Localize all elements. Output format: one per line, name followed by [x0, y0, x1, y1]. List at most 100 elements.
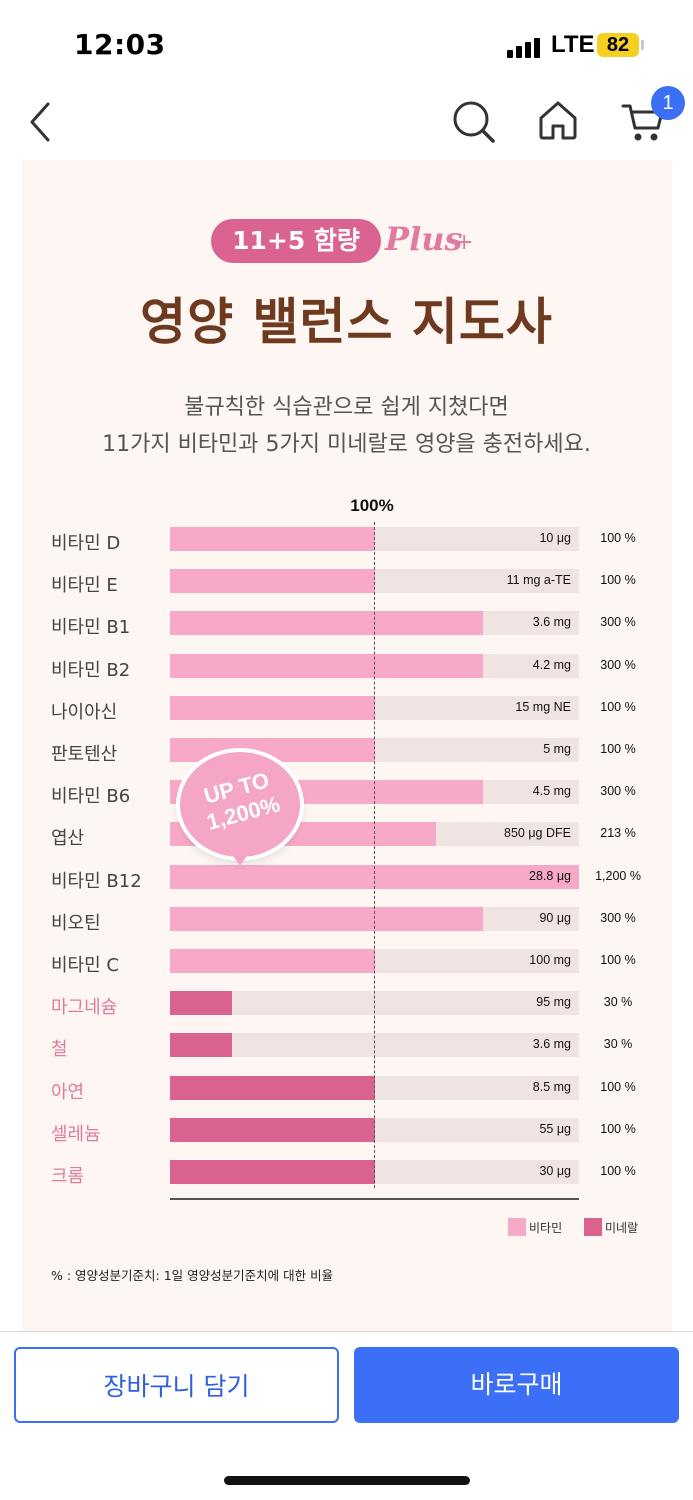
reference-100-line — [374, 522, 375, 1188]
chart-row: 판토텐산 5 mg 100 % — [0, 731, 693, 773]
legend-vitamin-label: 비타민 — [529, 1221, 563, 1235]
search-icon[interactable] — [450, 98, 496, 144]
chart-row: 비타민 C 100 mg 100 % — [0, 942, 693, 984]
bar-fill — [170, 906, 483, 931]
home-indicator — [224, 1476, 470, 1485]
network-type: LTE — [551, 31, 595, 58]
subtitle-line-2: 11가지 비타민과 5가지 미네랄로 영양을 충전하세요. — [102, 432, 591, 457]
back-icon[interactable] — [26, 100, 56, 144]
nutrient-name: 철 — [51, 1039, 68, 1061]
legend-vitamin-swatch — [508, 1218, 526, 1236]
content-pill: 11+5 함량 — [211, 219, 381, 263]
nutrient-amount: 3.6 mg — [532, 1037, 571, 1052]
subtitle-line-1: 불규칙한 식습관으로 쉽게 지쳤다면 — [184, 395, 509, 420]
bottom-divider — [0, 1331, 693, 1332]
nutrient-name: 비타민 B2 — [51, 659, 131, 681]
nutrient-name: 비타민 E — [51, 575, 118, 597]
bar-fill — [170, 949, 375, 973]
top-nav-bar — [0, 90, 693, 160]
chart-row: 비타민 B6 4.5 mg 300 % — [0, 773, 693, 815]
bar-fill — [170, 653, 483, 678]
nutrient-percent: 100 % — [600, 573, 636, 588]
status-time: 12:03 — [74, 28, 166, 61]
chart-row: 아연 8.5 mg 100 % — [0, 1069, 693, 1111]
bar-fill — [170, 695, 375, 720]
nutrient-name: 비타민 B12 — [51, 870, 142, 892]
bar-fill — [170, 569, 375, 594]
chart-row: 나이아신 15 mg NE 100 % — [0, 689, 693, 731]
chart-baseline — [170, 1198, 579, 1200]
bar-fill — [170, 1075, 375, 1100]
nutrient-percent: 100 % — [600, 953, 636, 967]
nutrient-name: 셀레늄 — [51, 1123, 101, 1145]
bar-fill — [170, 527, 375, 551]
chart-row: 철 3.6 mg 30 % — [0, 1026, 693, 1068]
bar-fill — [170, 991, 232, 1016]
nutrient-percent: 300 % — [600, 615, 636, 630]
chart-row: 비타민 B2 4.2 mg 300 % — [0, 647, 693, 689]
battery-icon: 82 — [597, 33, 639, 57]
nutrient-amount: 8.5 mg — [532, 1079, 571, 1094]
status-bar: 12:03 LTE 82 — [0, 0, 693, 90]
home-icon[interactable] — [536, 98, 580, 142]
chart-row: 비타민 B1 3.6 mg 300 % — [0, 604, 693, 646]
nutrient-amount: 28.8 μg — [529, 868, 571, 883]
bar-fill — [170, 1033, 232, 1058]
footnote: % : 영양성분기준치: 1일 영양성분기준치에 대한 비율 — [51, 1268, 334, 1283]
nutrient-percent: 30 % — [603, 995, 633, 1010]
nutrient-name: 판토텐산 — [51, 744, 118, 765]
nutrient-amount: 30 μg — [539, 1164, 571, 1178]
nutrient-amount: 100 mg — [529, 953, 571, 967]
battery-cap — [641, 40, 644, 50]
nutrient-name: 나이아신 — [51, 701, 118, 723]
nutrient-amount: 10 μg — [539, 531, 571, 545]
nutrient-amount: 850 μg DFE — [504, 826, 571, 841]
nutrient-percent: 300 % — [600, 657, 636, 672]
nutrient-percent: 213 % — [600, 826, 636, 841]
nutrient-name: 비오틴 — [51, 912, 101, 934]
nutrient-name: 비타민 B1 — [51, 617, 131, 639]
chart-row: 마그네슘 95 mg 30 % — [0, 984, 693, 1026]
add-to-cart-button[interactable]: 장바구니 담기 — [14, 1347, 339, 1423]
nutrient-percent: 100 % — [600, 531, 636, 545]
plus-script: Plus — [385, 220, 463, 258]
nutrient-amount: 4.5 mg — [532, 784, 571, 799]
callout-bubble — [180, 752, 300, 857]
nutrient-amount: 90 μg — [539, 910, 571, 925]
nutrient-amount: 55 μg — [539, 1121, 571, 1136]
bar-fill — [170, 1160, 375, 1184]
chart-row: 셀레늄 55 μg 100 % — [0, 1111, 693, 1153]
reference-100-label: 100% — [350, 496, 394, 515]
nutrient-name: 비타민 D — [51, 533, 121, 554]
nutrient-percent: 1,200 % — [595, 868, 641, 883]
nutrient-percent: 100 % — [600, 1121, 636, 1136]
legend-mineral-swatch — [584, 1218, 602, 1236]
chart-row: 비타민 E 11 mg a-TE 100 % — [0, 562, 693, 604]
nutrient-name: 아연 — [51, 1081, 85, 1103]
nutrient-name: 엽산 — [51, 828, 85, 850]
product-headline: 영양 밸런스 지도사 — [140, 293, 553, 351]
nutrient-amount: 11 mg a-TE — [506, 573, 571, 588]
cart-count-badge: 1 — [651, 86, 685, 120]
nutrient-amount: 95 mg — [536, 995, 571, 1010]
nutrient-name: 비타민 B6 — [51, 786, 131, 808]
nutrient-amount: 3.6 mg — [532, 615, 571, 630]
nutrient-percent: 100 % — [600, 699, 636, 714]
nutrient-percent: 100 % — [600, 1164, 636, 1178]
chart-row: 엽산 850 μg DFE 213 % — [0, 815, 693, 857]
nutrient-percent: 100 % — [600, 1079, 636, 1094]
buy-now-button[interactable]: 바로구매 — [354, 1347, 679, 1423]
nutrient-percent: 300 % — [600, 910, 636, 925]
bar-fill — [170, 1117, 375, 1142]
callout-tail — [229, 850, 251, 866]
chart-row: 크롬 30 μg 100 % — [0, 1153, 693, 1195]
chart-row: 비타민 B12 28.8 μg 1,200 % — [0, 858, 693, 900]
nutrient-amount: 4.2 mg — [532, 657, 571, 672]
nutrient-percent: 100 % — [600, 742, 636, 756]
nutrient-name: 비타민 C — [51, 955, 119, 976]
bar-fill — [170, 738, 375, 762]
nutrient-amount: 15 mg NE — [515, 699, 571, 714]
plus-sign: + — [455, 230, 474, 255]
chart-row: 비타민 D 10 μg 100 % — [0, 520, 693, 562]
chart-row: 비오틴 90 μg 300 % — [0, 900, 693, 942]
